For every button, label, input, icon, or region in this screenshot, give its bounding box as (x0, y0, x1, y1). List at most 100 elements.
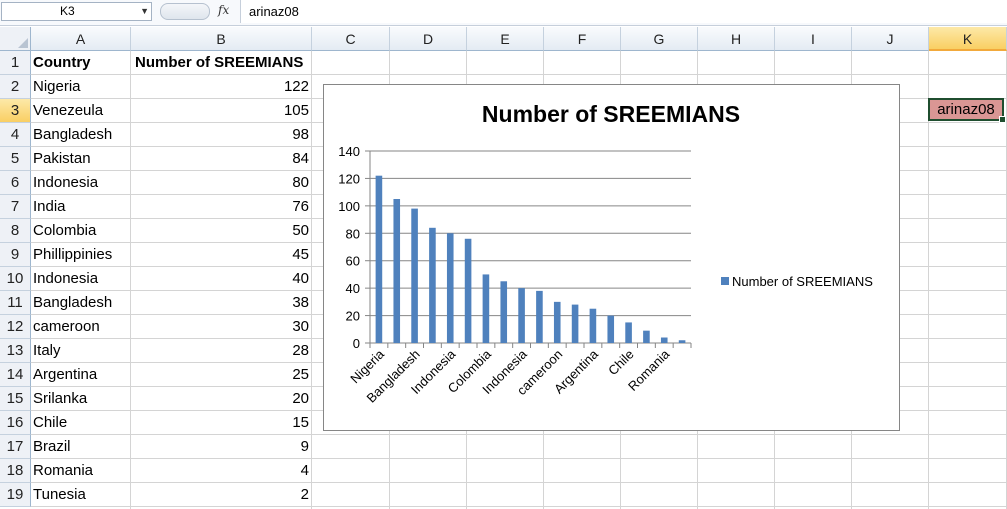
row-header-9[interactable]: 9 (0, 243, 31, 267)
column-header-f[interactable]: F (544, 27, 621, 51)
cell-k3[interactable]: arinaz08 (928, 98, 1006, 123)
insert-function-icon[interactable]: fx (218, 3, 230, 17)
bar (553, 301, 561, 343)
cell-country[interactable]: Romania (33, 462, 94, 479)
cell-count[interactable]: 9 (300, 438, 309, 455)
cell-country[interactable]: Bangladesh (33, 294, 113, 311)
bar (536, 290, 543, 343)
row-header-17[interactable]: 17 (0, 435, 31, 459)
cell-country[interactable]: Indonesia (33, 174, 99, 191)
fill-handle[interactable] (999, 116, 1006, 123)
row-header-12[interactable]: 12 (0, 315, 31, 339)
chevron-down-icon[interactable]: ▼ (140, 6, 149, 16)
row-header-5[interactable]: 5 (0, 147, 31, 171)
bar (411, 208, 418, 343)
cell-country[interactable]: Colombia (33, 222, 97, 239)
row-header-6[interactable]: 6 (0, 171, 31, 195)
cell-count[interactable]: 80 (292, 174, 309, 191)
cell-count[interactable]: 50 (292, 222, 309, 239)
cell-country[interactable]: Phillippinies (33, 246, 113, 263)
select-all-button[interactable] (0, 27, 31, 51)
row-header-13[interactable]: 13 (0, 339, 31, 363)
y-tick-label: 40 (346, 281, 360, 296)
cell-count[interactable]: 76 (292, 198, 309, 215)
column-header-a[interactable]: A (31, 27, 131, 51)
bar (643, 330, 650, 343)
cell-country[interactable]: Italy (33, 342, 61, 359)
column-header-h[interactable]: H (698, 27, 775, 51)
row-header-4[interactable]: 4 (0, 123, 31, 147)
bar-chart[interactable]: Number of SREEMIANS 020406080100120140Ni… (324, 85, 899, 430)
legend-label: Number of SREEMIANS (732, 274, 873, 289)
bar (393, 199, 401, 343)
cell-country[interactable]: Venezeula (33, 102, 104, 119)
cell-count[interactable]: 84 (292, 150, 309, 167)
gridline (311, 51, 312, 509)
cell-count[interactable]: 45 (292, 246, 309, 263)
header-cell-country[interactable]: Country (33, 54, 91, 71)
y-tick-label: 120 (338, 171, 360, 186)
column-header-b[interactable]: B (131, 27, 312, 51)
cell-count[interactable]: 122 (283, 78, 309, 95)
row-header-1[interactable]: 1 (0, 51, 31, 75)
row-header-8[interactable]: 8 (0, 219, 31, 243)
header-cell-count[interactable]: Number of SREEMIANS (135, 54, 304, 71)
cell-count[interactable]: 30 (292, 318, 309, 335)
cell-count[interactable]: 20 (292, 390, 309, 407)
row-header-14[interactable]: 14 (0, 363, 31, 387)
cell-count[interactable]: 4 (300, 462, 309, 479)
cell-country[interactable]: Indonesia (33, 270, 99, 287)
x-tick-label: Chile (605, 347, 637, 379)
cell-country[interactable]: Argentina (33, 366, 98, 383)
row-header-19[interactable]: 19 (0, 483, 31, 507)
chart-title: Number of SREEMIANS (482, 101, 740, 127)
row-header-16[interactable]: 16 (0, 411, 31, 435)
gridline (928, 51, 929, 509)
cell-country[interactable]: Srilanka (33, 390, 88, 407)
cell-count[interactable]: 98 (292, 126, 309, 143)
column-header-i[interactable]: I (775, 27, 852, 51)
cell-country[interactable]: India (33, 198, 66, 215)
gridline (31, 434, 1007, 435)
cell-country[interactable]: Tunesia (33, 486, 86, 503)
bar (625, 322, 632, 343)
row-header-15[interactable]: 15 (0, 387, 31, 411)
y-tick-label: 20 (346, 309, 360, 324)
column-header-k[interactable]: K (929, 27, 1007, 51)
cell-count[interactable]: 40 (292, 270, 309, 287)
gridline (31, 506, 1007, 507)
formula-bar-splitter[interactable] (160, 3, 210, 20)
column-header-e[interactable]: E (467, 27, 544, 51)
name-box-value: K3 (60, 4, 75, 18)
cell-country[interactable]: cameroon (33, 318, 100, 335)
row-header-11[interactable]: 11 (0, 291, 31, 315)
cell-count[interactable]: 28 (292, 342, 309, 359)
worksheet-grid[interactable]: A B C D E F G H I J K 1 2 3 4 5 6 7 8 9 10 11 12 13 14 15 16 17 18 19… (0, 27, 1007, 509)
row-header-10[interactable]: 10 (0, 267, 31, 291)
cell-count[interactable]: 2 (300, 486, 309, 503)
formula-bar: K3 ▼ fx arinaz08 (0, 0, 1007, 26)
cell-country[interactable]: Chile (33, 414, 68, 431)
row-header-2[interactable]: 2 (0, 75, 31, 99)
column-header-c[interactable]: C (312, 27, 390, 51)
row-header-3[interactable]: 3 (0, 99, 31, 123)
column-header-d[interactable]: D (390, 27, 467, 51)
column-header-g[interactable]: G (621, 27, 698, 51)
bar (518, 288, 525, 343)
chart[interactable]: Number of SREEMIANS 0 20 40 60 80 100 120 140 Ni… (323, 84, 900, 431)
formula-input[interactable]: arinaz08 (240, 0, 1007, 23)
cell-count[interactable]: 25 (292, 366, 309, 383)
cell-country[interactable]: Pakistan (33, 150, 91, 167)
cell-count[interactable]: 105 (283, 102, 309, 119)
cell-country[interactable]: Nigeria (33, 78, 81, 95)
gridline (130, 51, 131, 509)
cell-count[interactable]: 38 (292, 294, 309, 311)
cell-count[interactable]: 15 (292, 414, 309, 431)
y-tick-label: 80 (346, 226, 360, 241)
cell-country[interactable]: Bangladesh (33, 126, 113, 143)
row-header-7[interactable]: 7 (0, 195, 31, 219)
row-header-18[interactable]: 18 (0, 459, 31, 483)
cell-country[interactable]: Brazil (33, 438, 71, 455)
name-box[interactable]: K3 ▼ (1, 2, 152, 21)
column-header-j[interactable]: J (852, 27, 929, 51)
